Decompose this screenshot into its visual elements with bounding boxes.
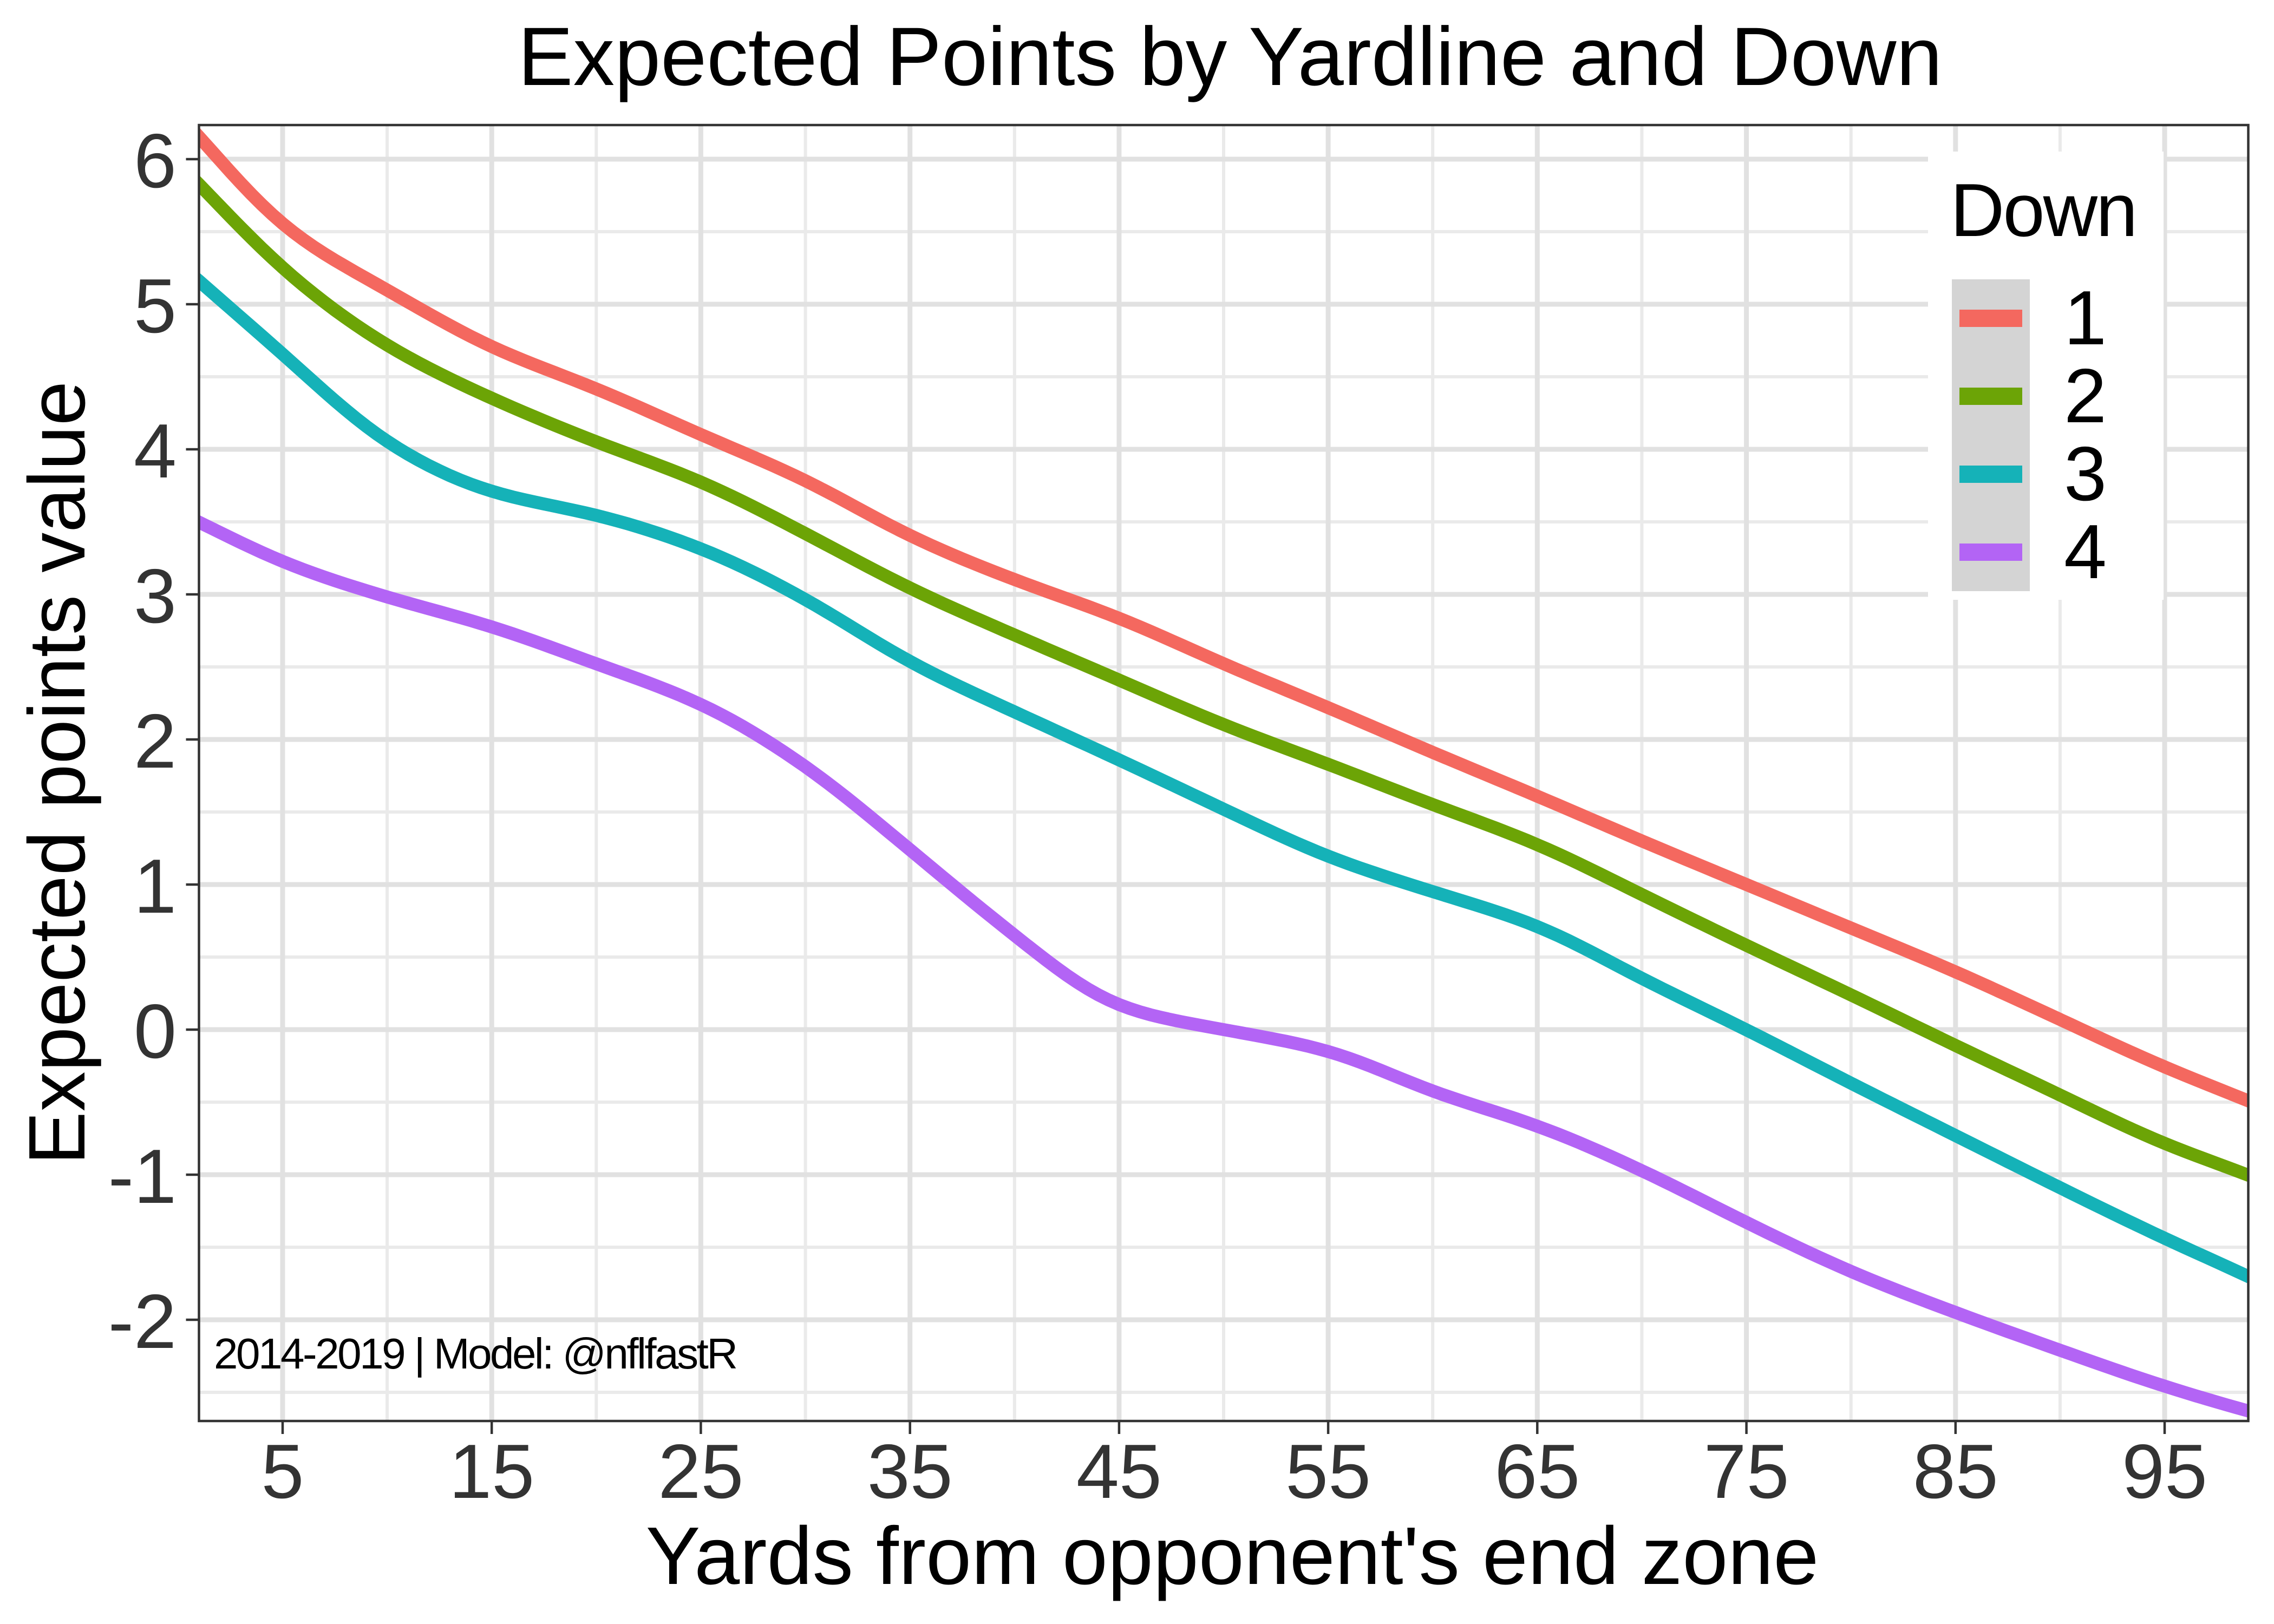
svg-text:65: 65 [1494,1429,1580,1515]
svg-text:3: 3 [2064,431,2107,517]
svg-text:2: 2 [2064,353,2107,439]
svg-text:95: 95 [2122,1429,2207,1515]
svg-text:Yards from opponent's end zone: Yards from opponent's end zone [646,1510,1819,1601]
svg-text:0: 0 [134,988,177,1075]
svg-text:5: 5 [262,1429,304,1515]
svg-text:3: 3 [134,553,177,639]
svg-text:75: 75 [1704,1429,1789,1515]
svg-text:15: 15 [449,1429,534,1515]
svg-text:Expected Points by Yardline an: Expected Points by Yardline and Down [518,10,1943,103]
svg-text:5: 5 [134,263,177,349]
svg-text:35: 35 [867,1429,953,1515]
svg-text:55: 55 [1285,1429,1371,1515]
svg-text:4: 4 [2064,509,2107,595]
svg-text:1: 1 [134,843,177,929]
svg-text:25: 25 [658,1429,743,1515]
svg-text:Expected points value: Expected points value [12,381,102,1165]
svg-text:45: 45 [1076,1429,1162,1515]
svg-text:2: 2 [134,698,177,784]
svg-text:85: 85 [1913,1429,1998,1515]
svg-text:-2: -2 [108,1279,177,1365]
svg-text:6: 6 [134,118,177,204]
svg-text:2014-2019 | Model: @nflfastR: 2014-2019 | Model: @nflfastR [214,1330,736,1378]
svg-text:1: 1 [2064,275,2107,361]
svg-text:-1: -1 [108,1134,177,1220]
svg-text:Down: Down [1950,168,2136,252]
svg-text:4: 4 [134,408,177,494]
